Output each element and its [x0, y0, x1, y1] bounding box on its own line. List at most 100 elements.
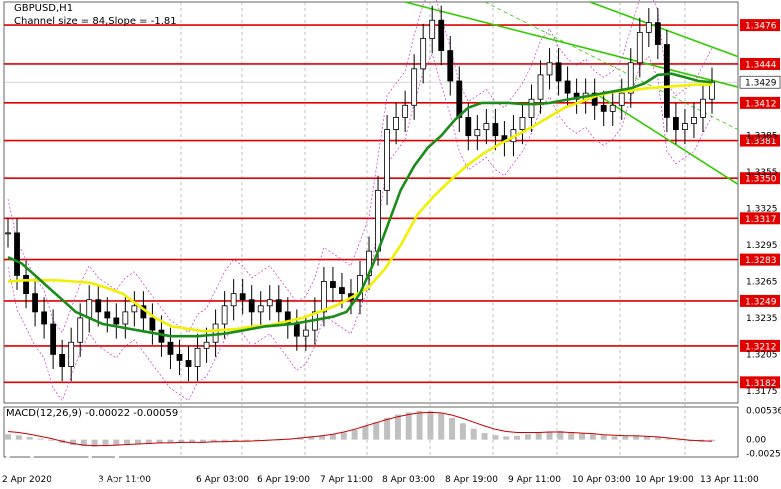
- macd-histogram-bar: [329, 434, 336, 440]
- candle-body: [248, 299, 255, 313]
- macd-signal-line: [7, 411, 713, 447]
- macd-histogram-bar: [394, 414, 401, 440]
- macd-histogram-bar: [91, 439, 98, 447]
- level-price-tag: [740, 19, 780, 32]
- time-tick-label: 10 Apr 03:00: [572, 475, 631, 485]
- candle-body: [492, 123, 499, 137]
- candle-body: [86, 299, 93, 319]
- macd-histogram-bar: [124, 439, 131, 446]
- macd-histogram-bar: [134, 439, 141, 445]
- current-price-label: 1.3429: [745, 79, 777, 89]
- candle-body: [375, 189, 381, 252]
- macd-histogram-bar: [26, 436, 33, 440]
- candle-body: [627, 62, 634, 94]
- time-tick-label: 8 Apr 03:00: [382, 475, 435, 485]
- candle-body: [320, 281, 327, 313]
- macd-histogram-bar: [37, 438, 44, 440]
- level-price-label: 1.3182: [745, 379, 777, 389]
- level-price-tag: [740, 134, 780, 147]
- macd-histogram-bar: [254, 439, 261, 441]
- candle-body: [230, 293, 237, 307]
- candle-body: [438, 19, 445, 52]
- candle-body: [546, 62, 553, 76]
- candle-body: [104, 311, 111, 319]
- macd-histogram-bar: [210, 439, 217, 442]
- macd-tick-label: -0.00252: [746, 449, 781, 459]
- candle-body: [474, 129, 481, 137]
- grid: [3, 1, 739, 458]
- macd-histogram-bar: [373, 422, 380, 440]
- macd-histogram-bar: [449, 417, 456, 440]
- macd-histogram-bar: [427, 411, 434, 440]
- macd-histogram-bar: [340, 432, 347, 440]
- time-tick-label-partial: 3 Apr 11:00: [98, 475, 151, 485]
- level-price-tag: [740, 294, 780, 307]
- candle-body: [519, 117, 526, 130]
- candle-body: [59, 353, 66, 367]
- candle-body: [555, 62, 562, 82]
- candle-body: [302, 329, 309, 337]
- candle-body: [176, 353, 183, 361]
- macd-histogram-bar: [167, 439, 174, 443]
- macd-histogram-bar: [221, 439, 228, 442]
- instaforex-logo-icon: [5, 447, 35, 477]
- candle-body: [149, 317, 156, 331]
- time-axis: 6 Apr 03:00 6 Apr 19:00 7 Apr 11:00 8 Apr 0…: [2, 475, 759, 485]
- candle-body: [483, 123, 490, 130]
- candle-body: [266, 299, 273, 307]
- candle-body: [32, 293, 38, 313]
- level-price-label: 1.3350: [745, 175, 777, 185]
- macd-panel: 0.00536 0.00 -0.00252: [5, 406, 781, 459]
- macd-histogram-bar: [384, 417, 391, 440]
- time-tick-label: 6 Apr 19:00: [257, 475, 310, 485]
- candle-body: [122, 311, 129, 325]
- time-tick-label-partial: 2 Apr 2020: [2, 475, 52, 485]
- level-price-tag: [740, 57, 780, 70]
- macd-histogram-bar: [676, 439, 683, 441]
- level-price-tag: [740, 172, 780, 185]
- macd-histogram-bar: [15, 435, 22, 440]
- candle-body: [23, 275, 29, 295]
- candle-body: [77, 317, 84, 343]
- macd-histogram-bar: [362, 426, 369, 440]
- macd-histogram-bar: [611, 436, 618, 440]
- macd-histogram-bar: [568, 432, 575, 440]
- macd-histogram-bar: [644, 436, 651, 440]
- macd-histogram-bar: [589, 434, 596, 440]
- macd-histogram-bar: [297, 437, 304, 440]
- price-tick-label: 1.3235: [746, 314, 778, 324]
- level-price-tag: [740, 376, 780, 389]
- level-price-label: 1.3283: [745, 256, 777, 266]
- candle-body: [239, 293, 246, 301]
- candle-body: [429, 19, 436, 39]
- candle-body: [636, 31, 643, 64]
- candle-body: [537, 74, 544, 100]
- level-price-label: 1.3444: [745, 60, 777, 70]
- macd-histogram-bar: [600, 435, 607, 440]
- candle-body: [411, 68, 418, 106]
- macd-histogram-bar: [622, 436, 629, 440]
- macd-histogram-bar: [709, 439, 715, 442]
- macd-histogram-bar: [189, 439, 196, 443]
- price-tick-label: 1.3205: [746, 350, 778, 360]
- macd-histogram-bar: [514, 435, 521, 440]
- level-price-label: 1.3381: [745, 137, 777, 147]
- candle-body: [564, 80, 571, 94]
- macd-histogram-bar: [145, 439, 152, 444]
- candle-body: [131, 305, 138, 313]
- candle-body: [682, 123, 688, 130]
- candle-body: [330, 281, 336, 288]
- macd-title: MACD(12,26,9) -0.00022 -0.00059: [6, 408, 178, 419]
- candle-body: [600, 104, 607, 112]
- macd-histogram-bar: [416, 410, 423, 440]
- candle-body: [654, 22, 661, 45]
- price-channel: [404, 1, 739, 185]
- level-price-tag: [740, 253, 780, 266]
- candle-body: [14, 232, 20, 276]
- time-tick-label: 8 Apr 19:00: [445, 475, 498, 485]
- candle-body: [203, 341, 210, 349]
- level-price-label: 1.3412: [745, 99, 777, 109]
- watermark-brand: instaforex: [42, 448, 186, 481]
- macd-histogram-bar: [481, 433, 488, 440]
- time-tick-label: 10 Apr 19:00: [635, 475, 694, 485]
